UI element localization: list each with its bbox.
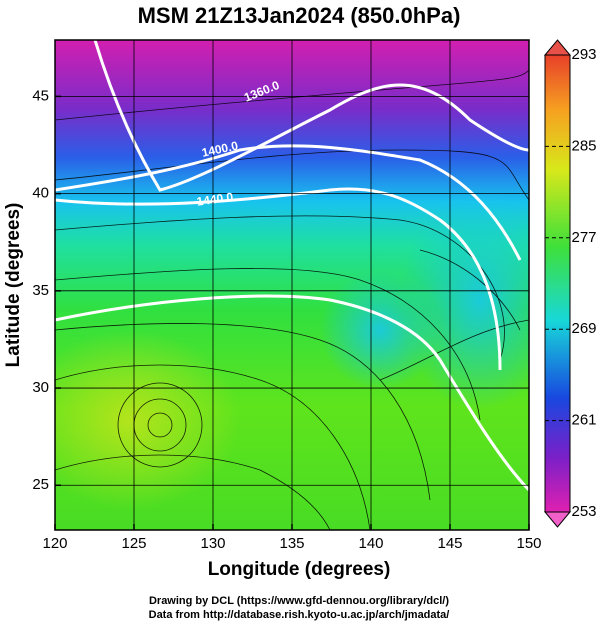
- y-tick-label: 30: [32, 379, 49, 396]
- contour-label: 1440.0: [196, 190, 235, 209]
- y-tick-label: 45: [32, 87, 49, 104]
- y-axis-label: Latitude (degrees): [3, 203, 24, 368]
- x-tick-label: 145: [437, 535, 462, 552]
- x-axis-label: Longitude (degrees): [208, 559, 391, 580]
- x-tick-label: 150: [516, 535, 541, 552]
- colorbar-max-arrow: [543, 39, 572, 56]
- colorbar-tick-label: 277: [571, 229, 596, 246]
- map-field: [55, 40, 529, 530]
- footer-line: Drawing by DCL (https://www.gfd-dennou.o…: [149, 595, 449, 607]
- x-tick-label: 120: [42, 535, 67, 552]
- colorbar-tick-label: 293: [571, 46, 596, 63]
- x-tick-label: 135: [279, 535, 304, 552]
- x-tick-label: 125: [121, 535, 146, 552]
- y-tick-label: 35: [32, 282, 49, 299]
- colorbar-tick-label: 261: [571, 412, 596, 429]
- colorbar-tick-label: 269: [571, 320, 596, 337]
- footer-line: Data from http://database.rish.kyoto-u.a…: [149, 609, 450, 621]
- x-tick-label: 140: [358, 535, 383, 552]
- y-tick-label: 40: [32, 185, 49, 202]
- colorbar-min-arrow: [543, 511, 572, 528]
- chart-title: MSM 21Z13Jan2024 (850.0hPa): [138, 3, 461, 28]
- y-tick-label: 25: [32, 476, 49, 493]
- colorbar-tick-label: 285: [571, 137, 596, 154]
- colorbar: [544, 54, 571, 513]
- colorbar-tick-label: 253: [571, 503, 596, 520]
- x-tick-label: 130: [200, 535, 225, 552]
